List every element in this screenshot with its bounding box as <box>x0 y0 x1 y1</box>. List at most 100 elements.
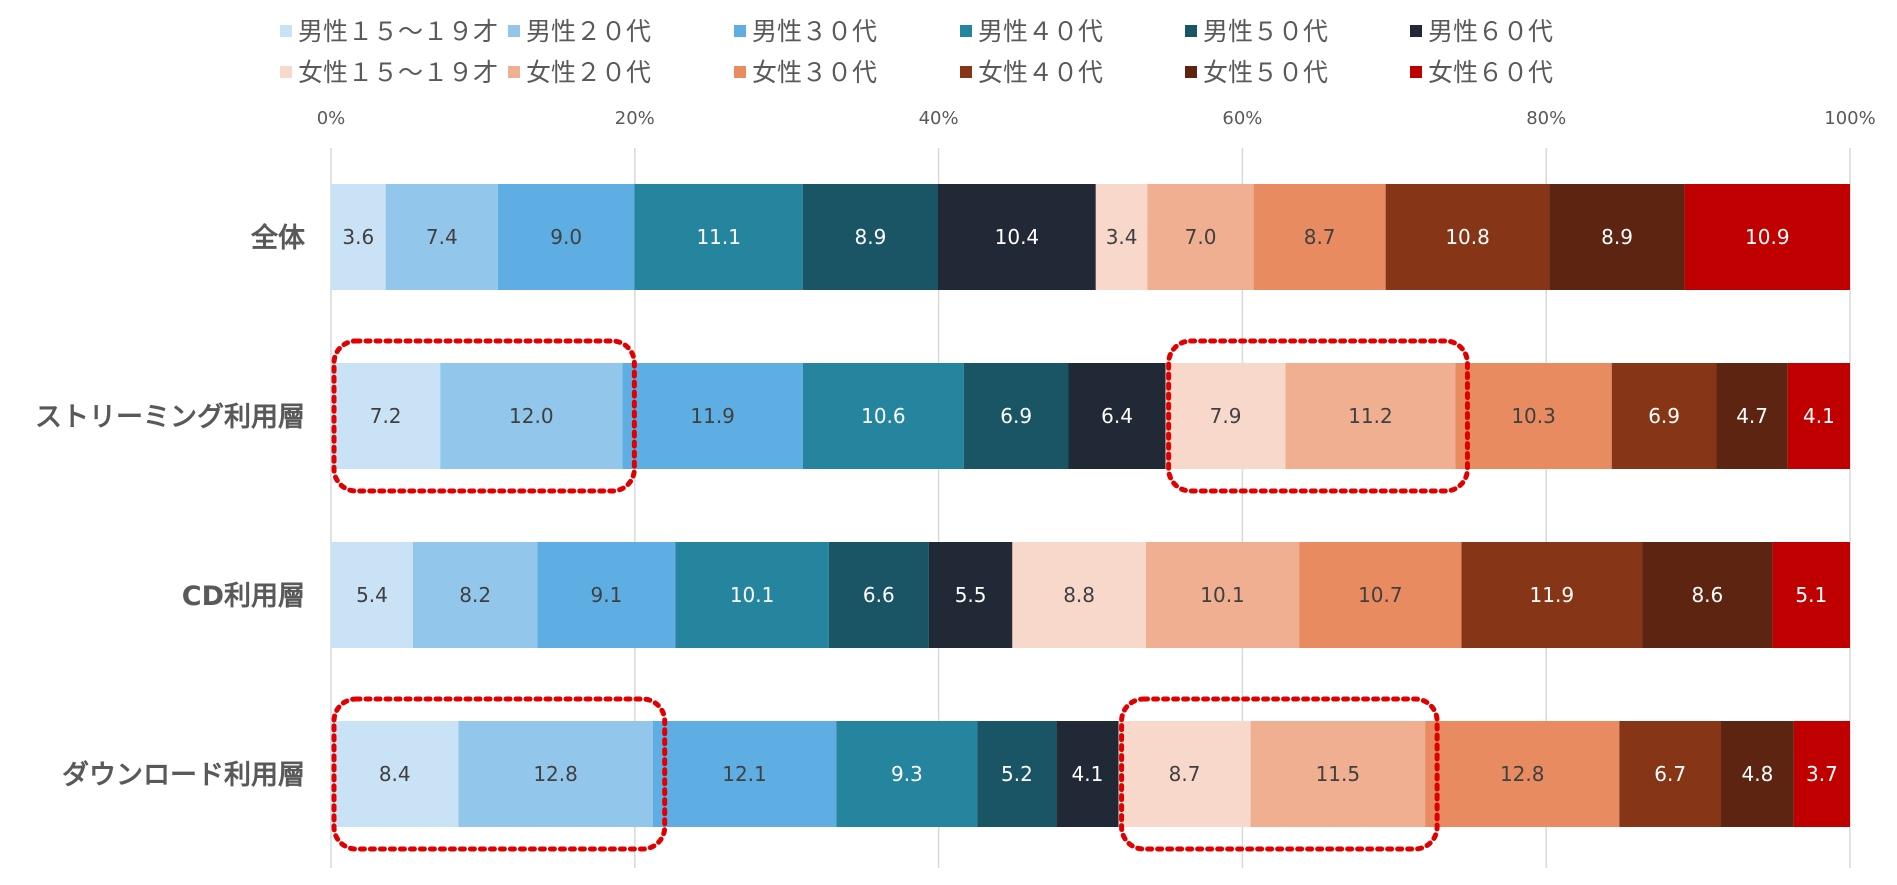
data-label: 12.8 <box>533 762 578 786</box>
bar-segment <box>1684 184 1850 290</box>
legend: 男性１５～１９才 男性２０代 男性３０代 男性４０代 男性５０代 男性６０代女性１５～１９… <box>280 17 1553 87</box>
legend-swatch <box>960 25 972 37</box>
legend-label: 男性４０代 <box>978 17 1103 46</box>
x-tick-label: 20% <box>615 108 655 129</box>
bar-segment <box>1461 542 1643 648</box>
x-axis-ticks: 0% 20% 40% 60% 80% 100% <box>317 108 1876 129</box>
legend-swatch <box>280 66 292 78</box>
bar-segment <box>928 542 1013 648</box>
data-label: 5.4 <box>356 583 388 607</box>
bar-segment <box>675 542 829 648</box>
data-label: 12.1 <box>722 762 767 786</box>
legend-label: 女性２０代 <box>526 58 651 87</box>
x-tick-label: 100% <box>1824 108 1875 129</box>
data-label: 11.9 <box>690 404 735 428</box>
data-label: 8.7 <box>1304 225 1336 249</box>
bar-segment <box>802 363 964 469</box>
data-label: 8.4 <box>379 762 411 786</box>
data-label: 4.1 <box>1072 762 1104 786</box>
data-label: 8.8 <box>1063 583 1095 607</box>
data-label: 11.1 <box>696 225 741 249</box>
legend-swatch <box>508 66 520 78</box>
data-label: 11.5 <box>1316 762 1361 786</box>
legend-swatch <box>960 66 972 78</box>
bar-segment <box>331 363 441 469</box>
bar-segment <box>1250 721 1426 827</box>
legend-label: 男性３０代 <box>752 17 877 46</box>
data-label: 6.9 <box>1000 404 1032 428</box>
legend-label: 女性４０代 <box>978 58 1103 87</box>
data-label: 7.0 <box>1185 225 1217 249</box>
data-label: 6.6 <box>863 583 895 607</box>
data-label: 11.9 <box>1530 583 1575 607</box>
bar-segment <box>1145 542 1300 648</box>
bar-segment <box>1012 542 1146 648</box>
legend-swatch <box>734 25 746 37</box>
bar-segment <box>634 184 803 290</box>
bar-segment <box>622 363 803 469</box>
bar-segment <box>828 542 929 648</box>
bar-segment <box>1787 363 1850 469</box>
data-label: 3.6 <box>342 225 374 249</box>
bar-segment <box>440 363 623 469</box>
category-label: CD利用層 <box>182 581 305 612</box>
data-label: 12.0 <box>509 404 554 428</box>
data-label: 7.4 <box>426 225 458 249</box>
legend-swatch <box>1410 25 1422 37</box>
bar-segment <box>1425 721 1620 827</box>
bar-segment <box>1455 363 1612 469</box>
x-tick-label: 40% <box>919 108 959 129</box>
bar-segment <box>963 363 1069 469</box>
data-label: 10.4 <box>995 225 1040 249</box>
data-label: 10.1 <box>1200 583 1245 607</box>
legend-swatch <box>508 25 520 37</box>
bar-segment <box>1385 184 1550 290</box>
bar-segment <box>1068 363 1166 469</box>
x-tick-label: 80% <box>1526 108 1566 129</box>
data-labels: 3.6 7.4 9.0 11.1 8.9 10.4 3.4 7.0 8.7 10.8 8.9 10.9… <box>342 225 1837 786</box>
bar-segment <box>497 184 635 290</box>
bar-segment <box>1642 542 1773 648</box>
category-label: ダウンロード利用層 <box>62 759 305 791</box>
bar-segment <box>937 184 1096 290</box>
data-label: 4.7 <box>1736 404 1768 428</box>
data-label: 9.3 <box>891 762 923 786</box>
bar-segment <box>1299 542 1462 648</box>
bar-segment <box>458 721 653 827</box>
data-label: 6.9 <box>1648 404 1680 428</box>
bar-segment <box>1549 184 1685 290</box>
bar-segment <box>1095 184 1148 290</box>
legend-label: 女性３０代 <box>752 58 877 87</box>
data-label: 8.7 <box>1169 762 1201 786</box>
bar-segment <box>1611 363 1717 469</box>
data-label: 7.9 <box>1210 404 1242 428</box>
legend-label: 男性６０代 <box>1428 17 1553 46</box>
bar-segment <box>836 721 978 827</box>
legend-label: 男性１５～１９才 <box>298 17 498 46</box>
data-label: 5.1 <box>1795 583 1827 607</box>
legend-label: 女性６０代 <box>1428 58 1553 87</box>
bar-segment <box>412 542 538 648</box>
data-label: 6.4 <box>1101 404 1133 428</box>
bar-segment <box>1772 542 1850 648</box>
legend-label: 女性５０代 <box>1203 58 1328 87</box>
category-label: ストリーミング利用層 <box>35 401 305 433</box>
bar-segment <box>652 721 837 827</box>
bar-segment <box>1118 721 1251 827</box>
bar-segment <box>802 184 938 290</box>
data-label: 5.5 <box>955 583 987 607</box>
legend-swatch <box>280 25 292 37</box>
bar-segment <box>331 184 386 290</box>
bar-segment <box>537 542 676 648</box>
data-label: 10.3 <box>1511 404 1556 428</box>
legend-label: 女性１５～１９才 <box>298 58 498 87</box>
bar-segment <box>331 721 459 827</box>
highlight-box <box>1119 696 1440 852</box>
data-label: 10.9 <box>1745 225 1790 249</box>
legend-swatch <box>734 66 746 78</box>
data-label: 5.2 <box>1001 762 1033 786</box>
data-label: 3.7 <box>1806 762 1838 786</box>
highlight-box <box>331 338 637 494</box>
